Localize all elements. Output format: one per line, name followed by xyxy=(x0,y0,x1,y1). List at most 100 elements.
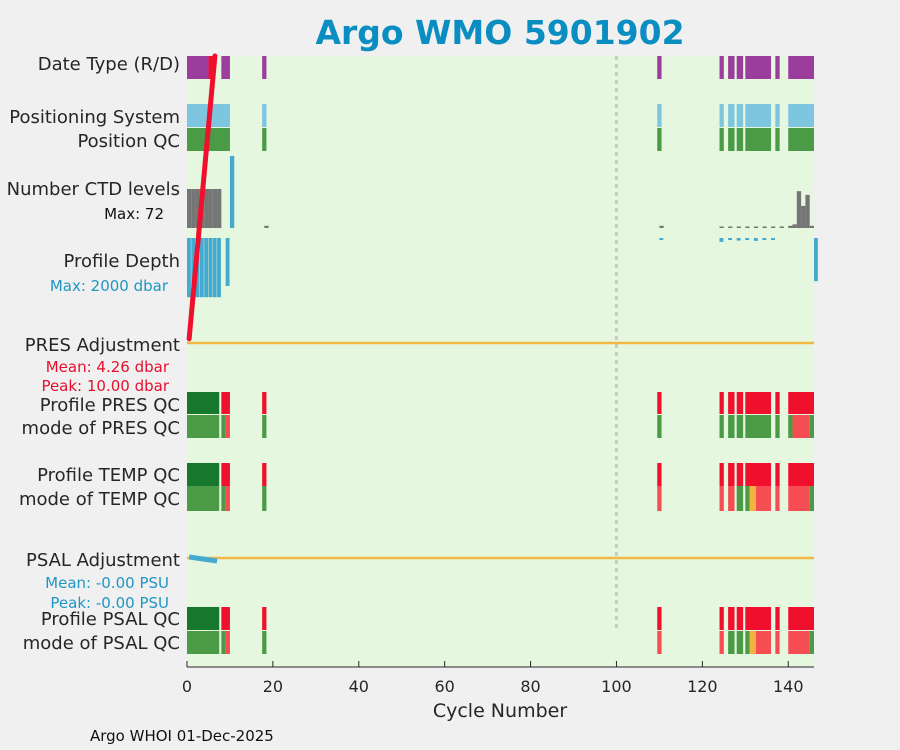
ctd-bar xyxy=(719,226,724,228)
row-3-segment xyxy=(719,392,724,414)
ctd-bar xyxy=(191,188,196,228)
depth-bar xyxy=(745,238,750,240)
row-7-segment xyxy=(736,607,744,630)
depth-bar xyxy=(217,238,221,298)
ctd-bar xyxy=(208,188,213,228)
row-1-segment xyxy=(736,104,744,127)
x-tick-label: 60 xyxy=(434,677,454,696)
row-6-segment xyxy=(775,486,780,511)
ctd-bar xyxy=(788,225,793,228)
row-6-segment xyxy=(225,486,230,511)
row-5-segment xyxy=(221,463,230,486)
row-3-segment xyxy=(736,392,744,414)
row-8-segment xyxy=(262,631,267,654)
row-5-segment xyxy=(775,463,780,486)
x-tick-label: 100 xyxy=(601,677,632,696)
row-label-positioning-system: Positioning System xyxy=(9,107,180,128)
row-4-segment xyxy=(221,415,226,438)
row-1-segment xyxy=(788,104,814,127)
row-6-segment xyxy=(221,486,226,511)
chart-title: Argo WMO 5901902 xyxy=(315,13,684,52)
row-4-segment xyxy=(809,415,814,438)
row-6-segment xyxy=(749,486,757,511)
depth-bar xyxy=(753,238,758,241)
depth-bar xyxy=(719,238,724,242)
row-4-segment xyxy=(657,415,662,438)
row-1-segment xyxy=(657,104,662,127)
x-tick-label: 0 xyxy=(182,677,192,696)
row-0-segment xyxy=(736,56,744,79)
ctd-bar xyxy=(195,188,200,228)
row-6-segment xyxy=(657,486,662,511)
row-0-segment xyxy=(745,56,772,79)
depth-bar xyxy=(814,238,818,282)
row-8-segment xyxy=(788,631,810,654)
row-7-segment xyxy=(728,607,735,630)
ctd-bar xyxy=(762,226,767,228)
psal-adjustment-trend xyxy=(188,554,218,564)
depth-bar xyxy=(762,238,767,240)
row-1-segment xyxy=(775,104,780,127)
row-8-segment xyxy=(756,631,772,654)
depth-bar xyxy=(659,238,664,240)
row-6-segment xyxy=(788,486,810,511)
row-5-segment xyxy=(728,463,735,486)
row-8-segment xyxy=(221,631,226,654)
row-7-segment xyxy=(788,607,814,630)
pres-mean-label: Mean: 4.26 dbar xyxy=(46,358,170,376)
row-8-segment xyxy=(775,631,780,654)
row-label-profile-pres-qc: Profile PRES QC xyxy=(40,395,180,416)
row-2-segment xyxy=(775,128,780,151)
ctd-bar xyxy=(805,194,810,228)
row-label-profile-temp-qc: Profile TEMP QC xyxy=(37,465,180,486)
row-8-segment xyxy=(749,631,757,654)
row-2-segment xyxy=(788,128,814,151)
row-6-segment xyxy=(262,486,267,511)
depth-bar xyxy=(187,238,191,298)
row-label-date-type: Date Type (R/D) xyxy=(38,54,180,75)
psal-mean-label: Mean: -0.00 PSU xyxy=(45,574,169,592)
depth-bar xyxy=(736,238,741,241)
ctd-bar xyxy=(187,188,192,228)
row-label-mode-pres-qc: mode of PRES QC xyxy=(22,418,180,439)
row-4-segment xyxy=(775,415,780,438)
depth-bar xyxy=(212,238,217,298)
row-0-segment xyxy=(775,56,780,79)
row-2-segment xyxy=(745,128,772,151)
row-7-segment xyxy=(187,607,220,630)
row-0-segment xyxy=(719,56,724,79)
row-4-segment xyxy=(736,415,744,438)
row-label-ctd-levels: Number CTD levels xyxy=(7,179,180,200)
ctd-max-label: Max: 72 xyxy=(104,205,164,223)
ctd-bar xyxy=(792,224,797,228)
ctd-bar xyxy=(745,226,750,228)
row-0-segment xyxy=(657,56,662,79)
row-6-segment xyxy=(756,486,772,511)
row-1-segment xyxy=(262,104,267,127)
row-7-segment xyxy=(745,607,772,630)
psal-peak-label: Peak: -0.00 PSU xyxy=(50,594,169,612)
row-2-segment xyxy=(728,128,735,151)
pres-adjustment-trend xyxy=(186,53,218,342)
ctd-bar xyxy=(796,191,802,228)
row-2-segment xyxy=(736,128,744,151)
ctd-bar xyxy=(204,188,209,228)
row-6-segment xyxy=(736,486,744,511)
row-label-pres-adjustment: PRES Adjustment xyxy=(25,335,180,356)
row-6-segment xyxy=(809,486,814,511)
depth-bar xyxy=(728,238,732,240)
row-5-segment xyxy=(736,463,744,486)
row-3-segment xyxy=(775,392,780,414)
ctd-bar xyxy=(771,226,776,228)
x-axis-label: Cycle Number xyxy=(433,700,567,722)
row-6-segment xyxy=(187,486,220,511)
row-8-segment xyxy=(225,631,230,654)
ctd-bar xyxy=(728,226,733,228)
ctd-bar xyxy=(229,155,235,228)
row-3-segment xyxy=(745,392,772,414)
row-8-segment xyxy=(736,631,744,654)
row-5-segment xyxy=(187,463,220,486)
ctd-bar xyxy=(736,226,741,228)
ctd-bar xyxy=(809,225,814,228)
row-0-segment xyxy=(728,56,735,79)
